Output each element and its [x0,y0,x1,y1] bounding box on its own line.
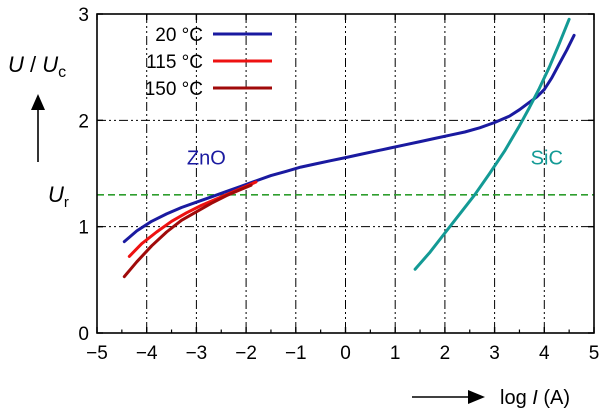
y-tick-label-1: 1 [78,218,89,239]
legend-label-0: 20 °C [155,25,203,46]
y-tick-label-3: 3 [78,5,89,26]
x-tick-label-3: −2 [235,343,257,364]
x-tick-label-10: 5 [589,343,600,364]
annotation-zno: ZnO [187,148,226,170]
x-tick-label-1: −4 [136,343,158,364]
y-tick-label-2: 2 [78,111,89,132]
series-layer [122,17,576,279]
annotation-layer: ZnO SiC [187,148,563,170]
x-axis-label: log I (A) [500,387,570,409]
tick-layer: −5 −4 −3 −2 −1 0 1 2 3 4 5 0 1 2 3 Ur [48,5,599,364]
x-tick-label-8: 3 [489,343,500,364]
annotation-sic: SiC [531,148,563,170]
series-line-1 [127,180,258,258]
reference-line-label: Ur [48,182,69,211]
grid-layer [97,14,594,333]
x-tick-label-7: 2 [440,343,451,364]
x-axis-arrow-head [468,390,485,404]
y-axis-arrow-head [31,94,45,110]
x-tick-label-9: 4 [539,343,550,364]
series-line-2 [122,183,253,279]
x-tick-label-2: −3 [186,343,208,364]
axis-label-layer: U / Uc log I (A) [8,52,570,409]
y-tick-label-0: 0 [78,324,89,345]
series-line-3 [413,17,571,271]
x-tick-label-0: −5 [86,343,108,364]
y-axis-label: U / Uc [8,52,66,81]
x-tick-label-6: 1 [390,343,401,364]
x-tick-label-5: 0 [340,343,351,364]
legend: 20 °C 115 °C 150 °C [145,25,272,100]
legend-label-1: 115 °C [146,52,203,73]
x-tick-label-4: −1 [285,343,307,364]
legend-label-2: 150 °C [145,79,203,100]
